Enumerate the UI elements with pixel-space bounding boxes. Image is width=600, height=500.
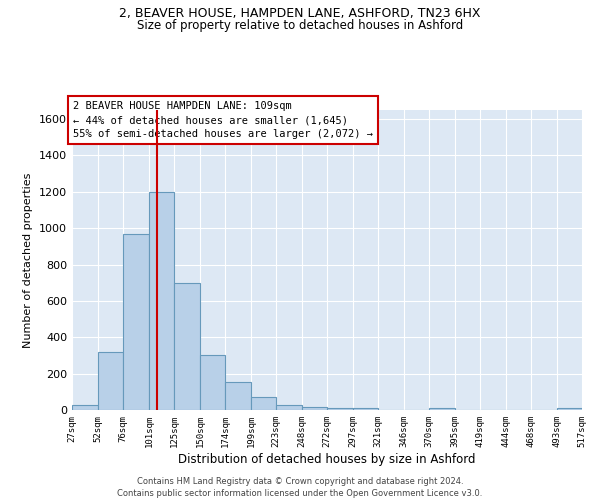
X-axis label: Distribution of detached houses by size in Ashford: Distribution of detached houses by size … xyxy=(178,452,476,466)
Text: Size of property relative to detached houses in Ashford: Size of property relative to detached ho… xyxy=(137,19,463,32)
Bar xyxy=(276,406,302,410)
Bar xyxy=(98,352,123,410)
Bar xyxy=(149,192,174,410)
Bar xyxy=(557,408,582,410)
Bar xyxy=(302,408,327,410)
Bar xyxy=(174,282,200,410)
Bar xyxy=(200,356,225,410)
Bar xyxy=(429,408,455,410)
Text: 2, BEAVER HOUSE, HAMPDEN LANE, ASHFORD, TN23 6HX: 2, BEAVER HOUSE, HAMPDEN LANE, ASHFORD, … xyxy=(119,8,481,20)
Bar xyxy=(251,398,276,410)
Bar xyxy=(353,408,378,410)
Text: Contains HM Land Registry data © Crown copyright and database right 2024.
Contai: Contains HM Land Registry data © Crown c… xyxy=(118,476,482,498)
Bar xyxy=(123,234,149,410)
Bar xyxy=(327,408,353,410)
Text: 2 BEAVER HOUSE HAMPDEN LANE: 109sqm
← 44% of detached houses are smaller (1,645): 2 BEAVER HOUSE HAMPDEN LANE: 109sqm ← 44… xyxy=(73,101,373,139)
Y-axis label: Number of detached properties: Number of detached properties xyxy=(23,172,34,348)
Bar xyxy=(225,382,251,410)
Bar xyxy=(72,404,98,410)
